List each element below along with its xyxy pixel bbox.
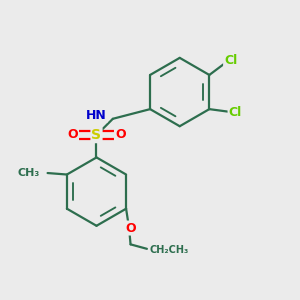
Text: O: O (115, 128, 126, 141)
Text: CH₂CH₃: CH₂CH₃ (150, 245, 189, 255)
Text: S: S (92, 128, 101, 142)
Text: Cl: Cl (229, 106, 242, 118)
Text: Cl: Cl (224, 54, 237, 67)
Text: CH₃: CH₃ (18, 168, 40, 178)
Text: O: O (125, 221, 136, 235)
Text: HN: HN (86, 109, 107, 122)
Text: O: O (68, 128, 78, 141)
